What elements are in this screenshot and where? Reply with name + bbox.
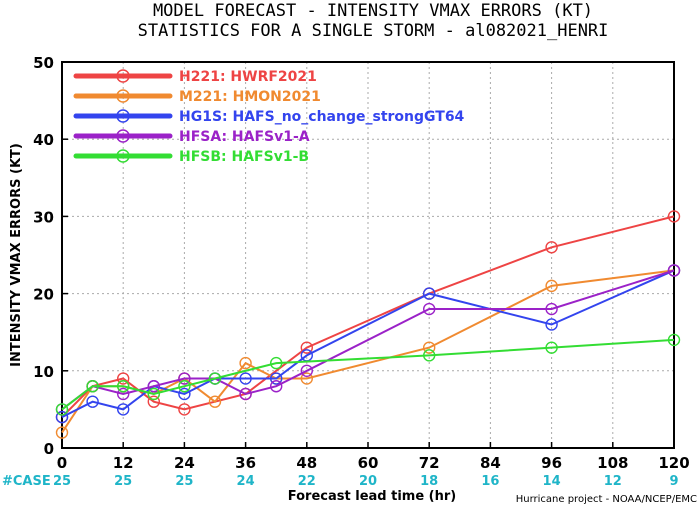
legend-marker xyxy=(116,89,130,103)
data-point xyxy=(178,403,191,416)
data-point xyxy=(208,372,222,385)
y-tick-label: 20 xyxy=(33,286,54,304)
case-count: 18 xyxy=(420,474,438,489)
data-point xyxy=(147,380,161,393)
data-point xyxy=(86,395,99,408)
data-point xyxy=(270,380,283,393)
data-point xyxy=(545,302,558,316)
chart-subtitle: STATISTICS FOR A SINGLE STORM - al082021… xyxy=(138,21,609,41)
legend-label: HFSA: HAFSv1-A xyxy=(179,129,310,145)
x-axis-label: Forecast lead time (hr) xyxy=(288,489,456,504)
chart-title: MODEL FORECAST - INTENSITY VMAX ERRORS (… xyxy=(153,1,593,21)
y-tick-label: 30 xyxy=(33,208,54,226)
data-point xyxy=(86,380,99,393)
data-point xyxy=(116,380,130,393)
data-point xyxy=(147,387,161,401)
data-point xyxy=(300,341,313,354)
data-point xyxy=(423,302,436,316)
data-point xyxy=(178,380,191,393)
legend-marker xyxy=(116,129,130,143)
legend-label: HG1S: HAFS_no_change_strongGT64 xyxy=(179,109,465,125)
legend-label: HFSB: HAFSv1-B xyxy=(179,149,309,165)
data-point xyxy=(55,410,69,424)
data-point xyxy=(55,426,69,439)
data-point xyxy=(545,241,558,254)
x-tick-label: 96 xyxy=(541,454,562,472)
data-point xyxy=(55,403,69,416)
data-point xyxy=(178,372,191,385)
y-tick-label: 50 xyxy=(33,54,54,72)
case-count: 20 xyxy=(359,474,377,489)
data-point xyxy=(423,341,436,354)
data-point xyxy=(545,279,558,293)
series-layer xyxy=(55,210,681,439)
case-count: 22 xyxy=(298,474,316,489)
data-point xyxy=(545,341,558,354)
legend-marker xyxy=(116,69,130,83)
data-point xyxy=(667,264,681,277)
case-count: 9 xyxy=(669,474,678,489)
legend-label: M221: HMON2021 xyxy=(179,89,321,105)
legend: H221: HWRF2021 M221: HMON2021 HG1S: HAFS_n… xyxy=(73,69,465,165)
legend-label: H221: HWRF2021 xyxy=(179,69,317,85)
x-tick-label: 60 xyxy=(358,454,379,472)
x-tick-label: 12 xyxy=(113,454,134,472)
data-point xyxy=(116,403,130,416)
data-point xyxy=(300,364,313,377)
data-point xyxy=(116,372,130,385)
x-tick-label: 72 xyxy=(419,454,440,472)
data-point xyxy=(667,210,681,223)
data-point xyxy=(300,372,313,385)
legend-marker xyxy=(116,109,130,123)
data-point xyxy=(178,387,191,401)
data-point xyxy=(545,318,558,331)
y-tick-label: 10 xyxy=(33,363,54,381)
data-point xyxy=(423,349,436,362)
x-tick-label: 84 xyxy=(480,454,501,472)
credit-text: Hurricane project - NOAA/NCEP/EMC xyxy=(516,494,697,505)
case-counts: 25 25 25 24 22 20 18 16 14 12 9 xyxy=(53,474,679,489)
ticks: 0 12 24 36 48 60 72 84 96 108 120 0 10 20 30 40 50 xyxy=(33,54,690,472)
y-axis-label: INTENSITY VMAX ERRORS (KT) xyxy=(9,143,24,367)
data-point xyxy=(116,387,130,401)
data-point xyxy=(239,372,252,385)
data-point xyxy=(270,356,283,370)
x-tick-label: 24 xyxy=(174,454,195,472)
y-tick-label: 0 xyxy=(44,440,54,458)
case-label: #CASE xyxy=(2,474,51,489)
case-count: 24 xyxy=(237,474,255,489)
data-point xyxy=(423,287,436,300)
x-tick-label: 36 xyxy=(235,454,256,472)
case-count: 16 xyxy=(481,474,499,489)
data-point xyxy=(667,333,681,347)
y-tick-label: 40 xyxy=(33,131,54,149)
case-count: 25 xyxy=(53,474,71,489)
case-count: 14 xyxy=(543,474,561,489)
series-line xyxy=(61,338,675,411)
data-point xyxy=(239,356,252,370)
x-tick-label: 108 xyxy=(597,454,628,472)
case-count: 25 xyxy=(175,474,193,489)
data-point xyxy=(147,395,161,408)
data-point xyxy=(270,372,283,385)
data-point xyxy=(208,395,222,408)
case-count: 25 xyxy=(114,474,132,489)
legend-marker xyxy=(116,149,130,163)
x-tick-label: 48 xyxy=(296,454,317,472)
x-tick-label: 120 xyxy=(658,454,689,472)
case-count: 12 xyxy=(604,474,622,489)
data-point xyxy=(239,387,252,401)
x-tick-label: 0 xyxy=(57,454,67,472)
